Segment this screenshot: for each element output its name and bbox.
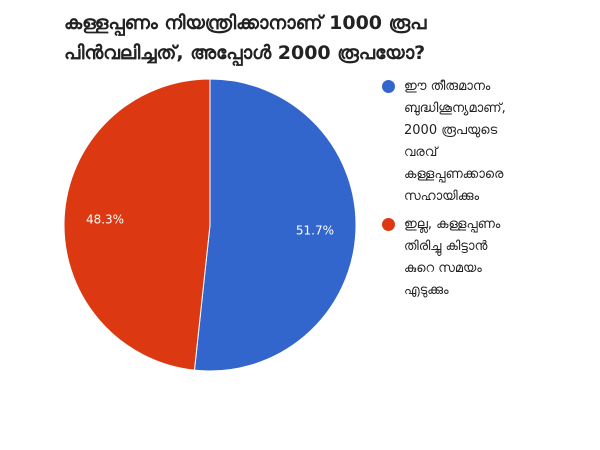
legend-label-line: തിരിച്ചു കിട്ടാൻ xyxy=(404,239,488,254)
legend-label-line: ഈ തീരുമാനം xyxy=(404,79,491,94)
chart-legend: ഈ തീരുമാനം ബുദ്ധിശൂന്യമാണ്, 2000 രൂപയുടെ… xyxy=(382,76,592,308)
pie-slice-0 xyxy=(193,78,357,372)
legend-label-line: ബുദ്ധിശൂന്യമാണ്, xyxy=(404,101,506,116)
legend-label-line: ഇല്ല, കള്ളപ്പണം xyxy=(404,217,501,232)
legend-label-line: കുറെ സമയം xyxy=(404,261,482,276)
legend-item-agree: ഇല്ല, കള്ളപ്പണം തിരിച്ചു കിട്ടാൻ കുറെ സമ… xyxy=(382,214,592,302)
pie-slice-1 xyxy=(63,78,211,371)
legend-item-disagree: ഈ തീരുമാനം ബുദ്ധിശൂന്യമാണ്, 2000 രൂപയുടെ… xyxy=(382,76,592,208)
chart-title-line-1: കള്ളപ്പണം നിയന്ത്രിക്കാനാണ് 1000 രൂപ xyxy=(64,12,427,34)
legend-label-line: 2000 രൂപയുടെ xyxy=(404,123,498,138)
slice-percent-label-0: 51.7% xyxy=(296,224,334,238)
chart-title-line-2: പിൻവലിച്ചത്, അപ്പോൾ 2000 രൂപയോ? xyxy=(64,42,426,64)
legend-label-line: വരവ് xyxy=(404,145,438,160)
legend-label-line: സഹായിക്കും xyxy=(404,189,480,204)
legend-swatch-blue xyxy=(382,80,395,93)
legend-swatch-red xyxy=(382,218,395,231)
legend-label-line: കള്ളപ്പണക്കാരെ xyxy=(404,167,504,182)
slice-percent-label-1: 48.3% xyxy=(86,212,124,226)
chart-title: കള്ളപ്പണം നിയന്ത്രിക്കാനാണ് 1000 രൂപ പിൻ… xyxy=(64,8,584,68)
legend-label-line: എടുക്കും xyxy=(404,283,449,298)
